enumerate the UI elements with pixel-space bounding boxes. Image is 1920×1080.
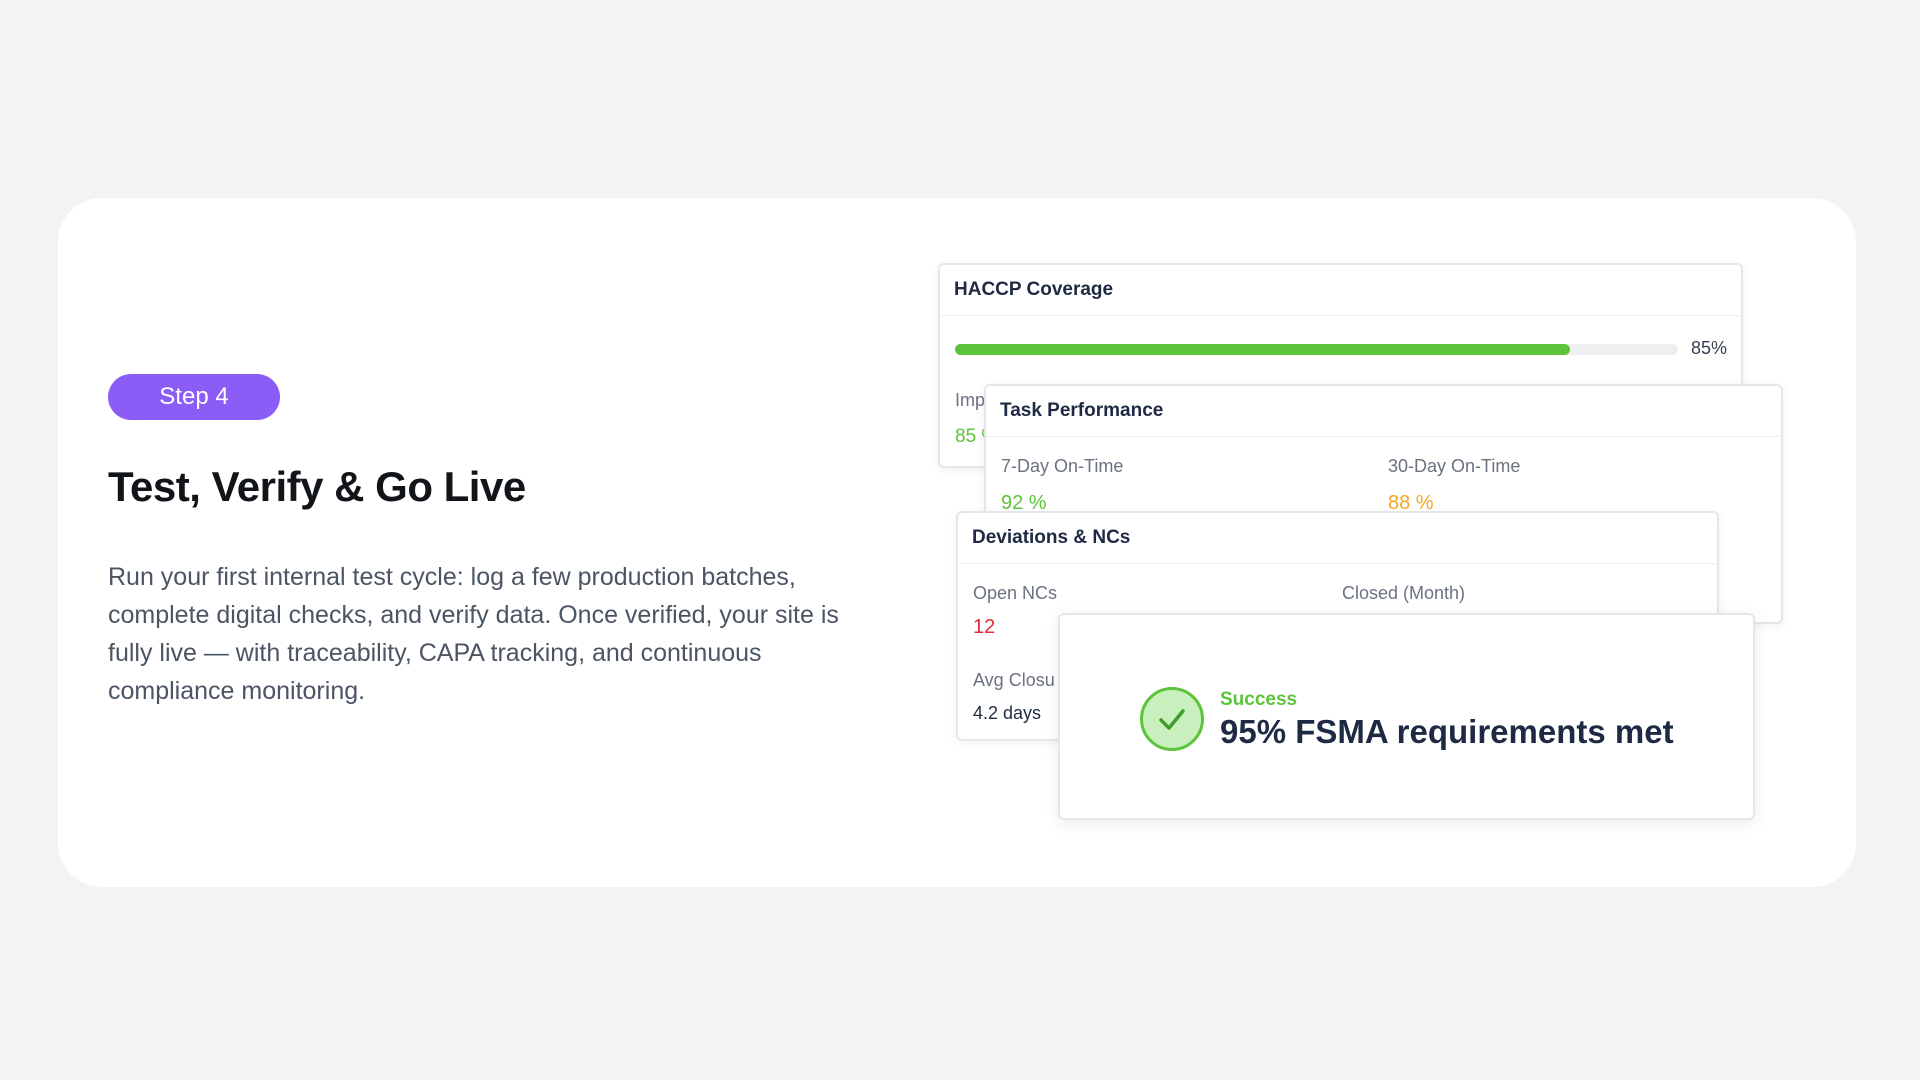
haccp-progress-bar [955,344,1678,355]
success-card: Success 95% FSMA requirements met [1058,613,1755,820]
step-badge-label: Step 4 [159,383,229,410]
haccp-progress-fill [955,344,1570,355]
step-description: Run your first internal test cycle: log … [108,563,839,705]
thirty-day-on-time-value: 88 % [1388,492,1434,514]
avg-closure-value: 4.2 days [973,703,1042,723]
haccp-coverage-title: HACCP Coverage [940,265,1741,316]
success-message: 95% FSMA requirements met [1220,713,1674,750]
open-ncs-label: Open NCs [973,583,1058,603]
closed-month-label: Closed (Month) [1342,583,1466,603]
seven-day-on-time-label: 7-Day On-Time [1001,456,1124,476]
haccp-progress-percent: 85% [1691,338,1728,358]
step-badge: Step 4 [108,374,280,420]
task-performance-title: Task Performance [986,386,1781,437]
haccp-sub-label: Imp [955,390,986,410]
avg-closure-label: Avg Closu [973,670,1055,690]
check-circle-icon [1140,687,1204,751]
seven-day-on-time-value: 92 % [1001,492,1047,514]
open-ncs-value: 12 [973,616,996,638]
thirty-day-on-time-label: 30-Day On-Time [1388,456,1521,476]
deviations-ncs-title: Deviations & NCs [958,513,1717,564]
step-headline: Test, Verify & Go Live [108,463,526,510]
success-label: Success [1220,689,1298,710]
step-card: Step 4 Test, Verify & Go Live Run your f… [58,198,1856,887]
